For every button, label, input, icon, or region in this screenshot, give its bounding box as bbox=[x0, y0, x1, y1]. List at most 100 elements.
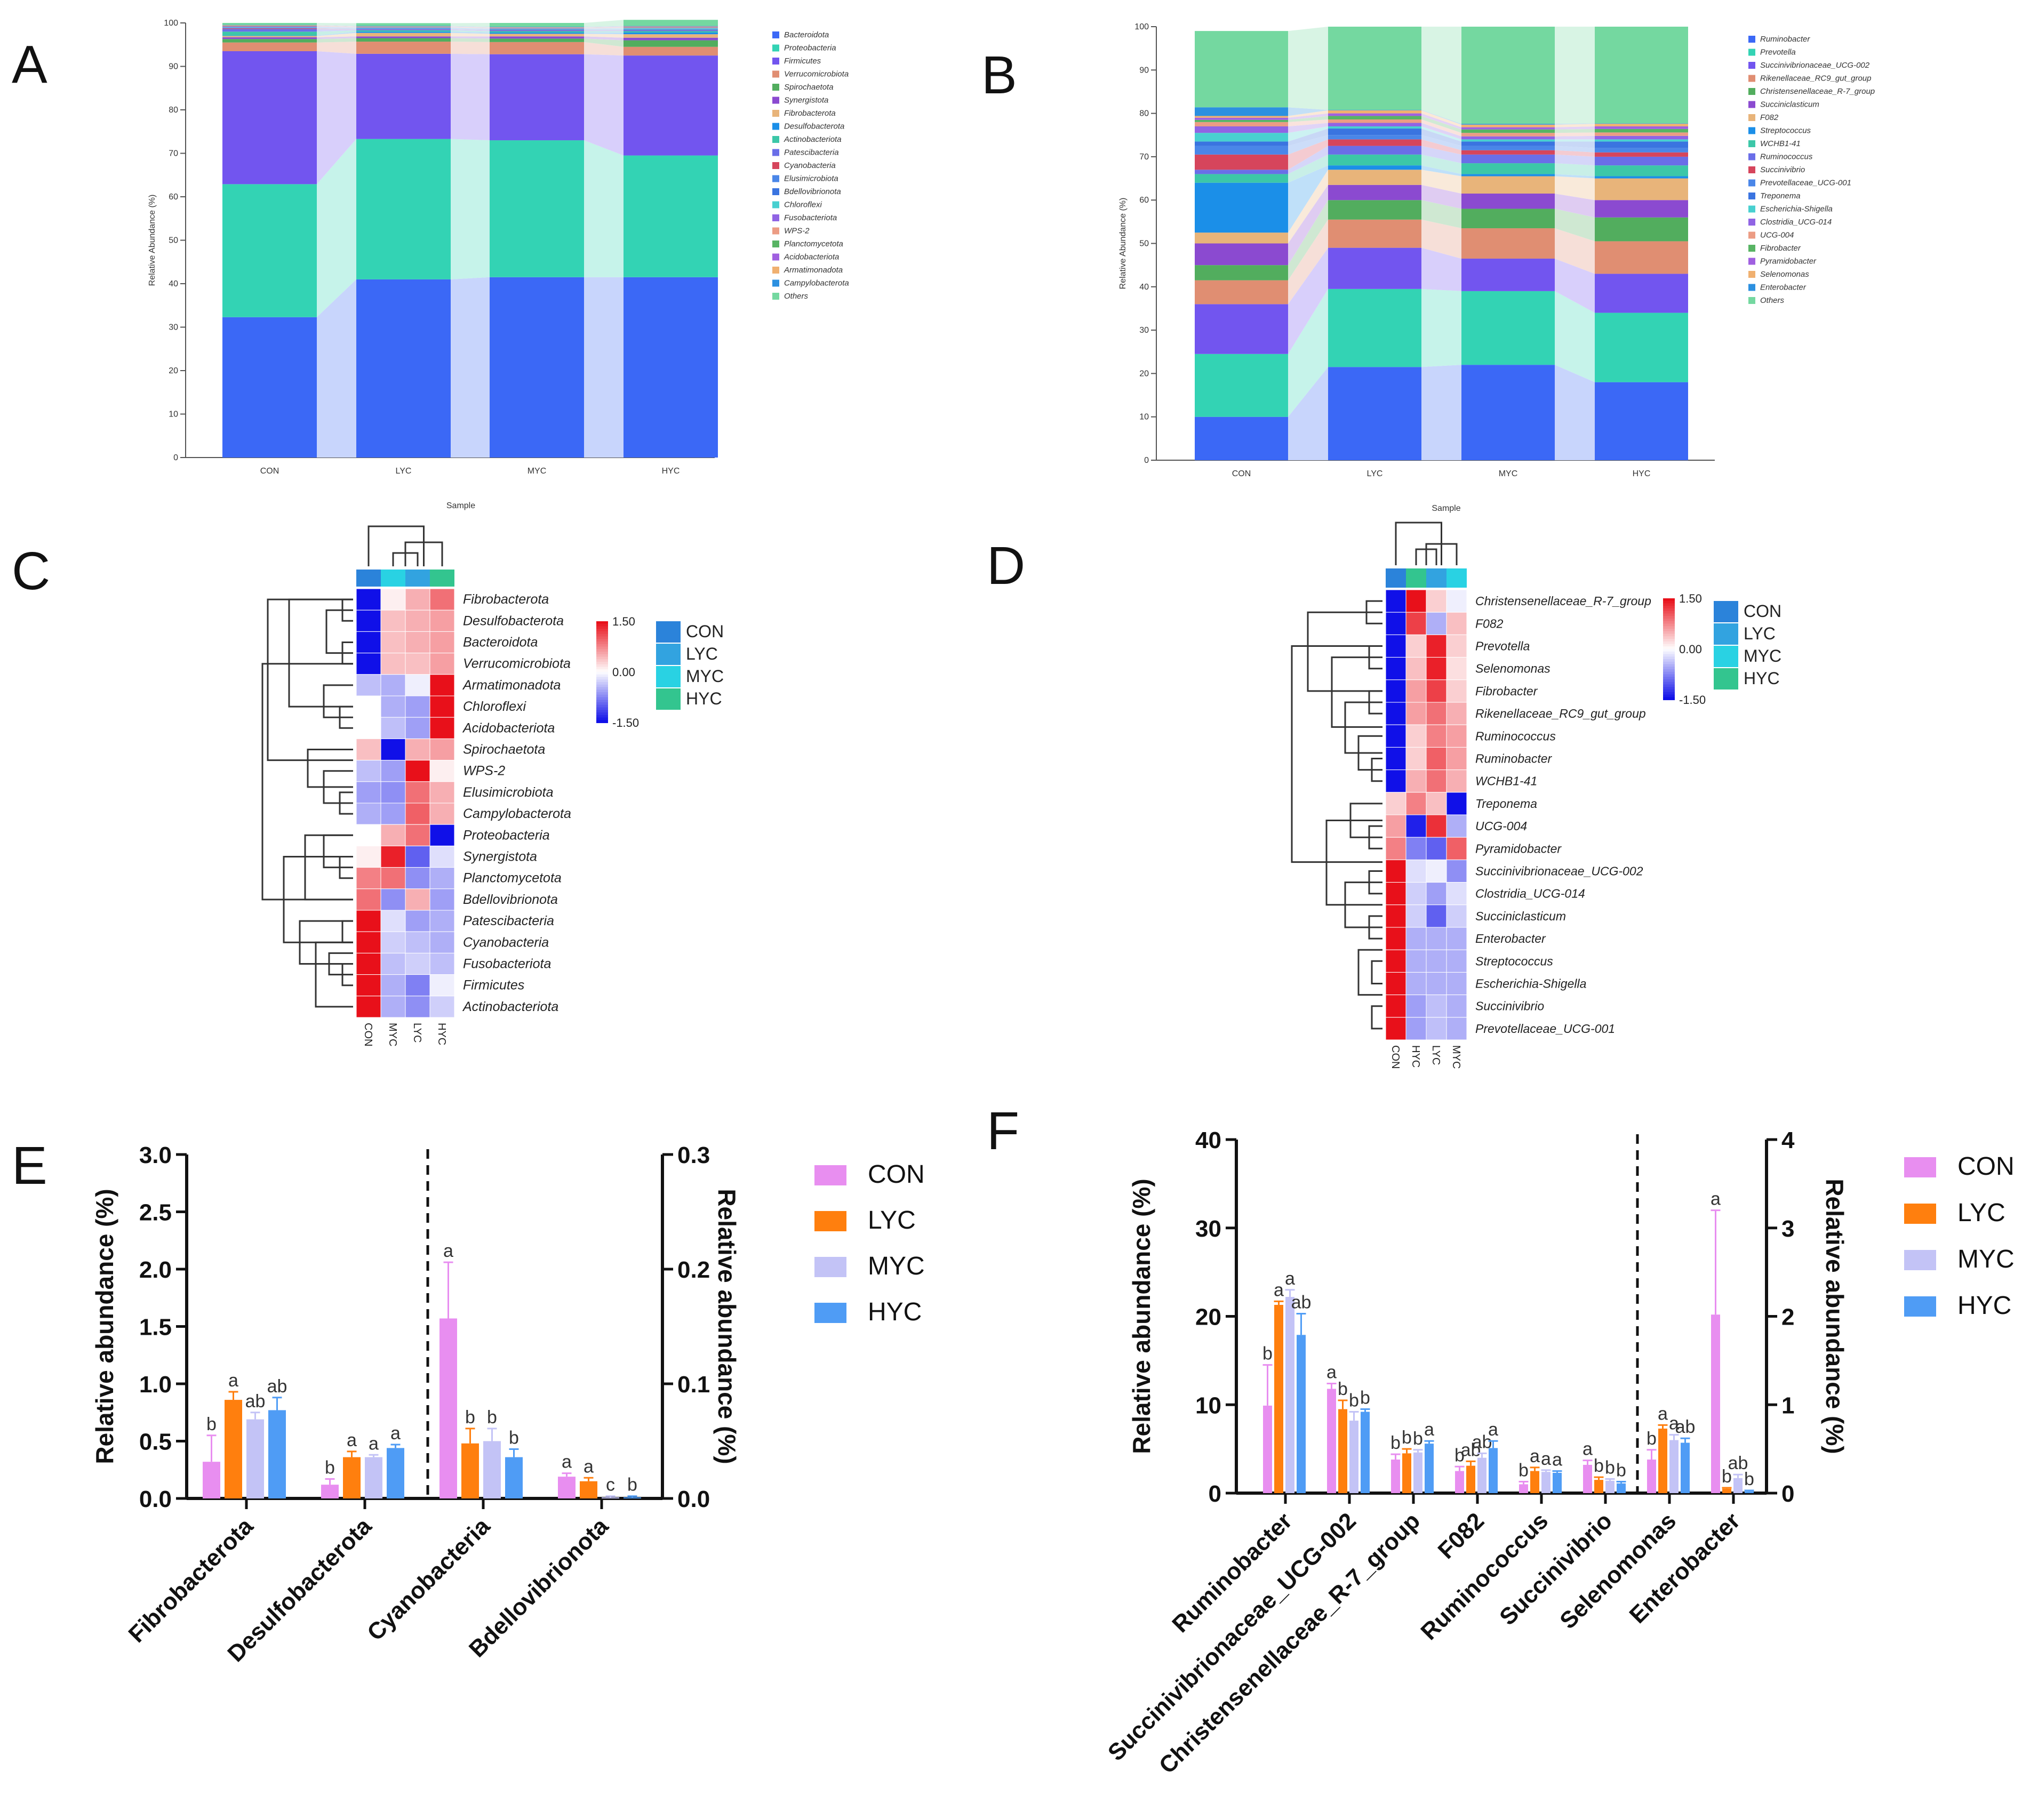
chart-d-cell-succinivibrionaceae-ucg-002-con bbox=[1385, 859, 1406, 883]
chart-b-bar-myc-escherichia-shigella bbox=[1461, 139, 1555, 142]
chart-a-legend-label-spirochaetota: Spirochaetota bbox=[784, 83, 834, 92]
chart-f-bar-succinivibrio-myc bbox=[1605, 1480, 1615, 1493]
chart-c-cell-spirochaetota-lyc bbox=[405, 738, 430, 761]
chart-a-band-spirochaetota bbox=[317, 38, 356, 43]
chart-b-legend-label-prevotellaceae-ucg-001: Prevotellaceae_UCG-001 bbox=[1760, 179, 1851, 188]
chart-d-row-dendrogram bbox=[1291, 645, 1382, 863]
chart-e-bar-bdellovibrionota-con bbox=[558, 1477, 576, 1498]
chart-b-bar-lyc-prevotella bbox=[1328, 288, 1421, 367]
chart-a-bar-hyc-actinobacteriota bbox=[624, 31, 718, 33]
chart-b-band-f082 bbox=[1421, 170, 1461, 194]
chart-c-scale-step bbox=[596, 652, 608, 655]
chart-b-bar-myc-pyramidobacter bbox=[1461, 127, 1555, 130]
chart-b-ytick-label: 40 bbox=[1139, 283, 1149, 292]
chart-a-legend-swatch-chloroflexi bbox=[772, 201, 779, 209]
chart-c-cell-elusimicrobiota-hyc bbox=[429, 781, 455, 804]
chart-b-bar-hyc-escherichia-shigella bbox=[1595, 139, 1688, 142]
chart-a-band-wps-2 bbox=[317, 26, 356, 28]
chart-b-band-escherichia-shigella bbox=[1288, 126, 1328, 142]
chart-d-legend-swatch-hyc bbox=[1714, 668, 1738, 689]
chart-a-legend-swatch-actinobacteriota bbox=[772, 136, 779, 143]
chart-d-scale-label: 1.50 bbox=[1679, 592, 1702, 605]
chart-c-cell-verrucomicrobiota-myc bbox=[380, 653, 406, 675]
chart-e-bar-desulfobacterota-myc bbox=[365, 1457, 382, 1498]
chart-d-scale-step bbox=[1663, 623, 1675, 627]
chart-d-cell-pyramidobacter-myc bbox=[1446, 837, 1467, 860]
chart-f-sig-letter: a bbox=[1285, 1269, 1295, 1289]
chart-c-cell-patescibacteria-hyc bbox=[429, 910, 455, 932]
chart-a-legend-label-fibrobacterota: Fibrobacterota bbox=[784, 109, 836, 118]
chart-b-bar-hyc-selenomonas bbox=[1595, 124, 1688, 126]
chart-b-bar-con-pyramidobacter bbox=[1195, 117, 1288, 120]
chart-c-cell-wps-2-myc bbox=[380, 760, 406, 782]
chart-b-legend-swatch-clostridia-ucg-014 bbox=[1748, 219, 1755, 226]
chart-a-ytick-label: 70 bbox=[169, 149, 178, 158]
chart-b-band-ucg-004 bbox=[1421, 119, 1461, 137]
chart-b-bar-myc-selenomonas bbox=[1461, 124, 1555, 127]
chart-a-ytick-label: 40 bbox=[169, 279, 178, 288]
chart-c-scale-step bbox=[596, 629, 608, 632]
chart-f-legend-label-myc: MYC bbox=[1957, 1245, 2015, 1273]
chart-b-legend-label-ruminobacter: Ruminobacter bbox=[1760, 35, 1810, 44]
chart-f-sig-letter: a bbox=[1583, 1439, 1593, 1460]
chart-f-bar-ruminobacter-myc bbox=[1285, 1297, 1294, 1493]
chart-a-ytick-label: 90 bbox=[169, 62, 178, 71]
chart-f-sig-letter: a bbox=[1326, 1362, 1337, 1382]
chart-b-legend-label-others: Others bbox=[1760, 296, 1785, 305]
chart-d-cell-christensenellaceae-r-7-group-myc bbox=[1446, 589, 1467, 613]
chart-a-bar-hyc-spirochaetota bbox=[624, 40, 718, 47]
chart-a-band-firmicutes bbox=[584, 54, 624, 156]
chart-e-ytick-label: 2.0 bbox=[139, 1257, 172, 1283]
chart-e-ytick-label: 0.0 bbox=[139, 1486, 172, 1512]
chart-b-ytick-label: 50 bbox=[1139, 239, 1149, 248]
chart-a-band-acidobacteriota bbox=[317, 25, 356, 27]
chart-d-cell-ruminococcus-con bbox=[1385, 724, 1406, 748]
chart-d-row-label-enterobacter: Enterobacter bbox=[1475, 932, 1546, 945]
chart-c-row-label-fusobacteriota: Fusobacteriota bbox=[463, 957, 551, 972]
chart-c-row-label-desulfobacterota: Desulfobacterota bbox=[463, 613, 564, 628]
chart-f-xtick-label-enterobacter: Enterobacter bbox=[1624, 1508, 1745, 1629]
chart-c-cell-armatimonadota-myc bbox=[380, 674, 406, 696]
chart-b-band-enterobacter bbox=[1421, 110, 1461, 125]
chart-b-bar-myc-ruminococcus bbox=[1461, 154, 1555, 164]
chart-e-bar-desulfobacterota-lyc bbox=[343, 1457, 361, 1498]
chart-a-band-verrucomicrobiota bbox=[584, 42, 624, 56]
chart-b-bar-hyc-enterobacter bbox=[1595, 123, 1688, 124]
chart-e-legend-label-con: CON bbox=[868, 1160, 925, 1189]
chart-b-bar-lyc-succinivibrio bbox=[1328, 139, 1421, 146]
chart-b-bar-con-enterobacter bbox=[1195, 107, 1288, 116]
chart-a-band-campylobacterota bbox=[451, 26, 490, 27]
chart-d-cell-rikenellaceae-rc9-gut-group-hyc bbox=[1405, 702, 1427, 725]
chart-b-legend-label-enterobacter: Enterobacter bbox=[1760, 283, 1807, 292]
chart-e-sig-letter: a bbox=[584, 1456, 594, 1477]
chart-d-scale-step bbox=[1663, 661, 1675, 665]
chart-e-ytick-label: 1.5 bbox=[139, 1314, 172, 1341]
chart-b-bar-lyc-ucg-004 bbox=[1328, 119, 1421, 123]
chart-c-row-label-synergistota: Synergistota bbox=[463, 849, 537, 864]
chart-b-legend-swatch-succinivibrio bbox=[1748, 166, 1755, 173]
chart-b-ytick-label: 100 bbox=[1134, 22, 1149, 31]
chart-a-band-spirochaetota bbox=[584, 38, 624, 47]
chart-a-bar-lyc-desulfobacterota bbox=[356, 31, 451, 33]
chart-a-band-elusimicrobiota bbox=[317, 28, 356, 29]
chart-d-scale-step bbox=[1663, 694, 1675, 698]
chart-c-cell-cyanobacteria-lyc bbox=[405, 931, 430, 953]
chart-b-legend-label-christensenellaceae-r-7-group: Christensenellaceae_R-7_group bbox=[1760, 87, 1875, 96]
chart-b-band-ruminobacter bbox=[1555, 365, 1595, 460]
chart-e-sig-letter: a bbox=[443, 1241, 453, 1261]
chart-d-scale-step bbox=[1663, 611, 1675, 614]
chart-d-row-label-treponema: Treponema bbox=[1475, 797, 1537, 811]
chart-a-legend-label-firmicutes: Firmicutes bbox=[784, 57, 821, 66]
chart-f-bar-enterobacter-hyc bbox=[1745, 1491, 1754, 1493]
chart-f-bar-f082-hyc bbox=[1489, 1448, 1498, 1493]
chart-d-row-label-streptococcus: Streptococcus bbox=[1475, 954, 1553, 968]
chart-b-legend-swatch-prevotellaceae-ucg-001 bbox=[1748, 179, 1755, 187]
chart-c-cell-firmicutes-myc bbox=[380, 974, 406, 997]
chart-e-ylabel: Relative abundance (%) bbox=[91, 1189, 118, 1464]
chart-c-group-bar-lyc bbox=[405, 570, 430, 587]
chart-b-band-streptococcus bbox=[1421, 165, 1461, 177]
chart-a-band-chloroflexi bbox=[584, 28, 624, 29]
chart-a-legend-swatch-desulfobacterota bbox=[772, 123, 779, 130]
chart-d-cell-ruminobacter-con bbox=[1385, 747, 1406, 771]
chart-a-legend-label-patescibacteria: Patescibacteria bbox=[784, 148, 839, 157]
